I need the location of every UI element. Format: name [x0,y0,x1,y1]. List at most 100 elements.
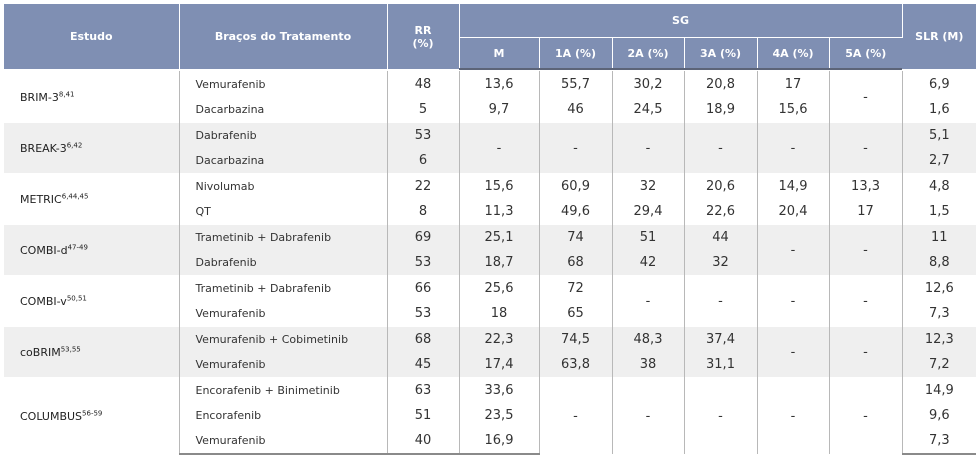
sg-m-value: 16,9 [459,428,540,455]
sg-m-merged: - [459,122,540,174]
sg-m-value: 18 [459,301,540,327]
slr-value: 12,6 [902,275,977,301]
sg-a1-value: 46 [539,97,613,123]
sg-a3-value: 22,6 [684,199,758,225]
arm-name: Dacarbazina [179,148,388,174]
slr-value: 7,2 [902,352,977,378]
rr-value: 6 [387,148,460,174]
study-name: COMBI-v [20,294,67,308]
sg-a3-value: 37,4 [684,326,758,352]
sg-a3-merged: - [684,122,758,174]
sg-a2-value: 29,4 [612,199,685,225]
arm-name: Vemurafenib [179,301,388,327]
slr-value: 8,8 [902,250,977,276]
sg-a3-value: 32 [684,250,758,276]
table-row: Dabrafenib 53 18,7 68 42 32 8,8 [4,250,977,276]
rr-value: 45 [387,352,460,378]
header-m: M [459,37,540,70]
study-name: BRIM-3 [20,90,59,104]
slr-value: 7,3 [902,301,977,327]
rr-value: 53 [387,301,460,327]
sg-a2-value: 38 [612,352,685,378]
table-row: Encorafenib 51 23,5 9,6 [4,403,977,428]
study-name-cell: COMBI-v50,51 [4,275,180,327]
rr-value: 69 [387,224,460,250]
sg-a1-value: 74 [539,224,613,250]
spacer-row [4,69,977,72]
sg-a4-value: 17 [757,71,830,97]
sg-a3-value: 31,1 [684,352,758,378]
rr-value: 48 [387,71,460,97]
header-sg: SG [459,4,903,38]
sg-m-value: 25,6 [459,275,540,301]
sg-a2-value: 51 [612,224,685,250]
study-refs: 8,41 [58,89,75,98]
sg-a2-value: 32 [612,173,685,199]
arm-name: Trametinib + Dabrafenib [179,275,388,301]
header-rr-unit: (%) [412,36,434,50]
sg-a4-value: 15,6 [757,97,830,123]
table-row: Vemurafenib 40 16,9 7,3 [4,428,977,455]
study-refs: 47-49 [67,242,88,251]
sg-a1-value: 68 [539,250,613,276]
slr-value: 11 [902,224,977,250]
rr-value: 51 [387,403,460,428]
arm-name: Vemurafenib [179,352,388,378]
header-rr: RR (%) [387,4,460,69]
arm-name: Encorafenib [179,403,388,428]
sg-a2-value: 48,3 [612,326,685,352]
study-refs: 6,42 [66,140,83,149]
slr-value: 7,3 [902,428,977,455]
sg-a4-merged: - [757,224,830,276]
sg-a3-value: 20,8 [684,71,758,97]
rr-value: 68 [387,326,460,352]
study-refs: 6,44,45 [61,191,89,200]
rr-value: 63 [387,377,460,403]
arm-name: Trametinib + Dabrafenib [179,224,388,250]
study-group: coBRIM53,55 Vemurafenib + Cobimetinib 68 22… [4,326,977,378]
arm-name: Vemurafenib + Cobimetinib [179,326,388,352]
table-row: METRIC6,44,45 Nivolumab 22 15,6 60,9 32 20,6 14… [4,173,977,225]
sg-a1-value: 49,6 [539,199,613,225]
rr-value: 66 [387,275,460,301]
header-slr: SLR (M) [902,4,977,69]
sg-a3-value: 20,6 [684,173,758,199]
table-row: coBRIM53,55 Vemurafenib + Cobimetinib 68 22… [4,326,977,378]
study-name-cell: COLUMBUS56-59 [4,377,180,454]
table-row: Vemurafenib 45 17,4 63,8 38 31,1 7,2 [4,352,977,378]
sg-a1-value: 65 [539,301,613,327]
arm-name: QT [179,199,388,225]
header-4a: 4A (%) [757,37,830,70]
table-row: QT 8 11,3 49,6 29,4 22,6 20,4 17 1,5 [4,199,977,225]
slr-value: 2,7 [902,148,977,174]
table-row: Dacarbazina 5 9,7 46 24,5 18,9 15,6 1,6 [4,97,977,123]
study-name-cell: BREAK-36,42 [4,122,180,174]
table-row: BRIM-38,41 Vemurafenib 48 13,6 55,7 30,2 20,8 1… [4,71,977,123]
sg-a5-value: 17 [829,199,903,225]
study-name-cell: METRIC6,44,45 [4,173,180,225]
arm-name: Encorafenib + Binimetinib [179,377,388,403]
study-name: BREAK-3 [20,141,67,155]
sg-a5-merged: - [829,122,903,174]
sg-a2-merged: - [612,275,685,327]
slr-value: 1,6 [902,97,977,123]
survival-table: Estudo Braços do Tratamento RR (%) SG SLR… [4,4,977,455]
study-name: coBRIM [20,345,61,359]
sg-a1-value: 63,8 [539,352,613,378]
sg-m-value: 33,6 [459,377,540,403]
sg-m-value: 9,7 [459,97,540,123]
slr-value: 14,9 [902,377,977,403]
sg-a5-value: 13,3 [829,173,903,199]
sg-a5-merged: - [829,377,903,454]
study-refs: 56-59 [82,408,103,417]
spacer [4,69,977,72]
sg-a5-merged: - [829,224,903,276]
header-bracos: Braços do Tratamento [179,4,388,69]
study-refs: 53,55 [60,344,81,353]
slr-value: 5,1 [902,122,977,148]
sg-a1-value: 55,7 [539,71,613,97]
sg-a2-merged: - [612,377,685,454]
study-group: COLUMBUS56-59 Encorafenib + Binimetinib 63… [4,377,977,455]
sg-m-value: 11,3 [459,199,540,225]
sg-a4-merged: - [757,326,830,378]
